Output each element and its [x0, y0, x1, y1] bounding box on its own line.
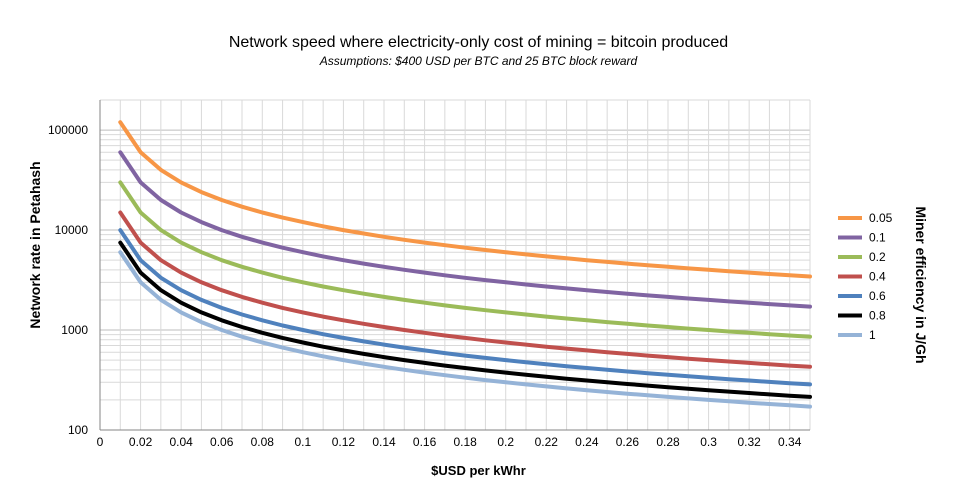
series-line-1	[118, 250, 812, 409]
legend-label: 0.6	[869, 289, 886, 303]
y-tick-label: 1000	[61, 323, 88, 337]
x-tick-label: 0.1	[295, 435, 312, 449]
series-line-0.4	[118, 210, 812, 369]
y-tick-label: 100000	[48, 123, 88, 137]
chart-subtitle: Assumptions: $400 USD per BTC and 25 BTC…	[319, 54, 638, 68]
x-tick-label: 0.12	[332, 435, 356, 449]
x-tick-label: 0.16	[413, 435, 437, 449]
y-axis-label: Network rate in Petahash	[27, 161, 43, 329]
series-line-0.8	[118, 240, 812, 399]
series-line-0.1	[118, 150, 812, 309]
x-tick-label: 0.28	[656, 435, 680, 449]
x-tick-label: 0.32	[737, 435, 761, 449]
y-tick-label: 100	[68, 423, 88, 437]
x-tick-label: 0.14	[372, 435, 396, 449]
x-tick-label: 0.3	[700, 435, 717, 449]
series-line-0.2	[118, 180, 812, 339]
x-tick-label: 0.24	[575, 435, 599, 449]
legend-label: 0.2	[869, 250, 886, 264]
legend-label: 0.1	[869, 231, 886, 245]
legend-label: 0.8	[869, 309, 886, 323]
x-tick-label: 0.22	[535, 435, 559, 449]
legend-label: 0.05	[869, 211, 893, 225]
legend-title: Miner efficiency in J/Gh	[913, 206, 929, 364]
x-tick-label: 0	[97, 435, 104, 449]
series-line-0.6	[118, 228, 812, 387]
y-tick-label: 10000	[55, 223, 89, 237]
x-tick-label: 0.02	[129, 435, 153, 449]
series-line-0.05	[118, 120, 812, 279]
x-tick-label: 0.08	[251, 435, 275, 449]
x-tick-label: 0.04	[169, 435, 193, 449]
legend-label: 1	[869, 328, 876, 342]
x-tick-label: 0.26	[616, 435, 640, 449]
legend-label: 0.4	[869, 270, 886, 284]
x-tick-label: 0.18	[453, 435, 477, 449]
chart-title: Network speed where electricity-only cos…	[228, 34, 729, 51]
x-tick-label: 0.06	[210, 435, 234, 449]
x-tick-label: 0.34	[778, 435, 802, 449]
x-axis-label: $USD per kWhr	[431, 463, 526, 478]
x-tick-label: 0.2	[497, 435, 514, 449]
